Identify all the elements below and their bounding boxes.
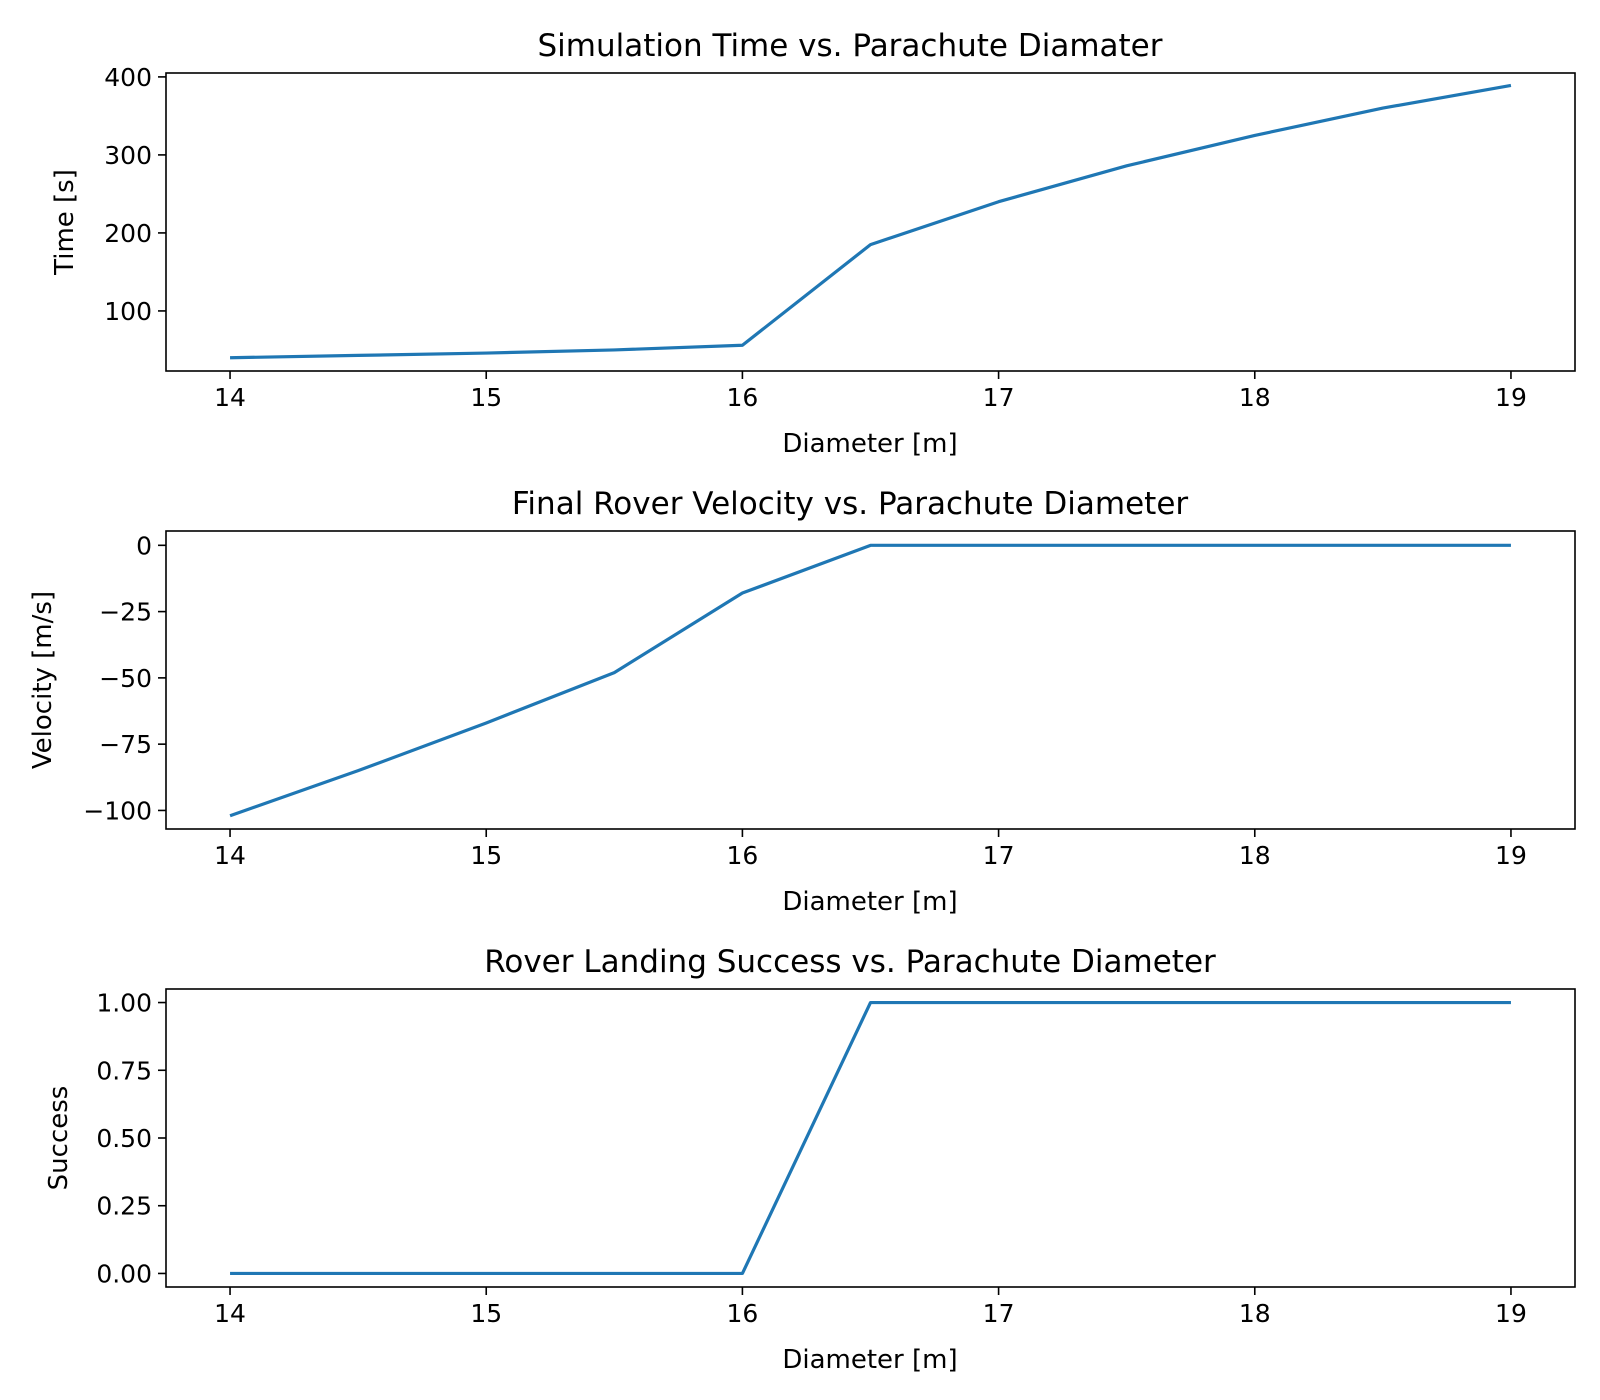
chart-title: Rover Landing Success vs. Parachute Diam… xyxy=(484,944,1216,980)
chart-title: Final Rover Velocity vs. Parachute Diame… xyxy=(512,486,1189,522)
success-series-line xyxy=(230,1000,1511,1276)
y-axis-label: Success xyxy=(44,1086,74,1191)
plot-frame xyxy=(165,530,1576,830)
y-tick-label: 0.50 xyxy=(96,1124,152,1153)
x-axis-label: Diameter [m] xyxy=(782,429,957,459)
panel-final-velocity: Final Rover Velocity vs. Parachute Diame… xyxy=(28,486,1576,917)
y-tick-label: 300 xyxy=(104,141,152,170)
x-tick-label: 14 xyxy=(214,1299,246,1328)
x-tick-label: 17 xyxy=(983,383,1015,412)
y-tick-label: 1.00 xyxy=(96,989,152,1018)
x-tick-label: 15 xyxy=(470,383,502,412)
x-tick-label: 19 xyxy=(1495,841,1527,870)
y-tick-label: 0.00 xyxy=(96,1259,152,1288)
x-tick-label: 16 xyxy=(727,383,759,412)
plot-frame xyxy=(165,988,1576,1288)
x-tick-label: 18 xyxy=(1239,841,1271,870)
x-axis-label: Diameter [m] xyxy=(782,1345,957,1375)
x-tick-label: 17 xyxy=(983,1299,1015,1328)
y-ticks: 0.00 0.25 0.50 0.75 1.00 xyxy=(96,989,166,1288)
x-tick-label: 16 xyxy=(727,841,759,870)
plot-frame xyxy=(165,72,1576,372)
x-tick-label: 14 xyxy=(214,383,246,412)
y-axis-label: Time [s] xyxy=(50,169,80,276)
velocity-series-line xyxy=(229,543,1511,818)
y-tick-label: 100 xyxy=(104,297,152,326)
x-ticks: 14 15 16 17 18 19 xyxy=(214,1287,1527,1328)
x-tick-label: 16 xyxy=(727,1299,759,1328)
x-ticks: 14 15 16 17 18 19 xyxy=(214,829,1527,870)
y-tick-label: −100 xyxy=(83,796,152,825)
x-tick-label: 14 xyxy=(214,841,246,870)
panel-simulation-time: Simulation Time vs. Parachute Diamater 1… xyxy=(50,28,1576,459)
x-ticks: 14 15 16 17 18 19 xyxy=(214,371,1527,412)
x-tick-label: 15 xyxy=(470,1299,502,1328)
x-tick-label: 18 xyxy=(1239,1299,1271,1328)
y-tick-label: 0 xyxy=(136,531,152,560)
y-tick-label: −75 xyxy=(99,730,152,759)
panel-landing-success: Rover Landing Success vs. Parachute Diam… xyxy=(44,944,1576,1375)
x-tick-label: 17 xyxy=(983,841,1015,870)
y-ticks: 0 −25 −50 −75 −100 xyxy=(83,531,166,825)
time-series-line xyxy=(230,83,1512,360)
y-tick-label: −25 xyxy=(99,598,152,627)
y-tick-label: 0.25 xyxy=(96,1192,152,1221)
y-tick-label: 0.75 xyxy=(96,1056,152,1085)
y-tick-label: −50 xyxy=(99,664,152,693)
x-axis-label: Diameter [m] xyxy=(782,887,957,917)
y-tick-label: 400 xyxy=(104,63,152,92)
y-ticks: 100 200 300 400 xyxy=(104,63,166,326)
y-tick-label: 200 xyxy=(104,219,152,248)
x-tick-label: 15 xyxy=(470,841,502,870)
x-tick-label: 18 xyxy=(1239,383,1271,412)
x-tick-label: 19 xyxy=(1495,383,1527,412)
x-tick-label: 19 xyxy=(1495,1299,1527,1328)
chart-title: Simulation Time vs. Parachute Diamater xyxy=(537,28,1162,64)
y-axis-label: Velocity [m/s] xyxy=(28,591,58,769)
